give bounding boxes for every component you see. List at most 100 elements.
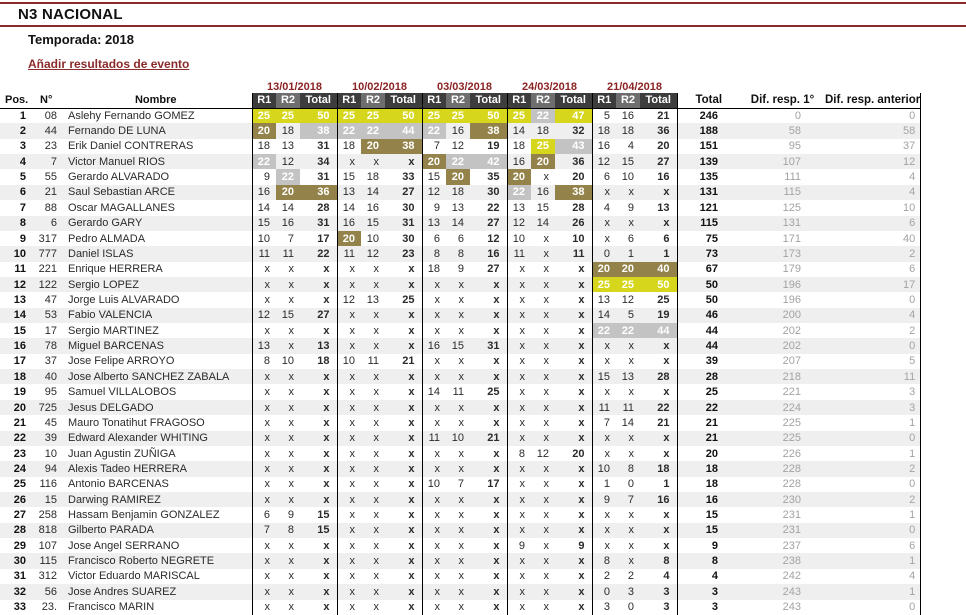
gap-to-first-cell: 115 [783,186,801,199]
driver-row: 11 221 Enrique HERRERA x x x x x x 18 9 27 x x x 20 20 40… [0,261,922,277]
event-total-cell: 50 [640,276,678,293]
r1-result-cell: 7 [591,415,616,431]
gap-to-first-cell: 231 [782,509,801,522]
r1-result-cell: 15 [336,169,361,185]
r1-result-cell: 14 [251,200,276,216]
driver-row: 14 53 Fabio VALENCIA 12 15 27 x x x x x x x x x 14 5 19 46… [0,307,922,324]
event-total-cell: x [555,507,593,523]
event-total-cell: 38 [555,184,593,201]
event-total-cell: 18 [640,461,678,477]
car-number-cell: 88 [44,201,57,214]
event-total-cell: x [470,307,508,324]
event-total-cell: x [300,491,338,508]
r2-result-cell: 7 [287,232,294,245]
driver-row: 32 56 Jose Andres SUAREZ x x x x x x x x x x x x 0 3 3 3 24… [0,584,922,600]
r1-result-cell: x [251,553,276,569]
r1-result-cell: x [336,553,361,569]
r1-result-cell: x [421,522,446,539]
driver-name-cell: Francisco MARIN [68,601,155,614]
gap-to-first-cell: 202 [782,324,801,337]
r2-header: R2 [276,93,300,109]
event-total-cell: x [640,353,678,370]
r2-result-cell: x [543,509,550,522]
event-total-cell: x [555,522,593,539]
driver-name-cell: Victor Manuel RIOS [68,155,166,168]
event-total-cell: 50 [300,108,338,124]
add-event-results-link[interactable]: Añadir resultados de evento [28,57,190,71]
event-total-cell: x [470,399,508,416]
gap-to-previous-cell: 4 [825,169,922,185]
gap-to-first-cell: 202 [782,340,801,353]
season-total-cell: 151 [699,140,718,153]
event-total-cell: x [385,491,423,508]
r1-result-cell: x [421,353,446,370]
r2-result-cell: 10 [451,432,464,445]
page-header: N3 NACIONAL Temporada: 2018 Añadir resul… [0,2,966,73]
event-total-cell: x [300,461,338,477]
r1-result-cell: x [421,276,446,293]
driver-row: 15 17 Sergio MARTINEZ x x x x x x x x x x x x 22 22 44 44 2… [0,323,922,339]
r2-result-cell: x [373,601,380,614]
r1-result-cell: 6 [251,507,276,523]
r1-result-cell: x [251,261,276,277]
position-cell: 10 [13,247,26,260]
r1-result-cell: 16 [591,138,616,155]
r1-result-cell: 13 [421,215,446,231]
r2-result-cell: 9 [627,201,634,214]
car-number-cell: 7 [50,155,57,168]
r2-result-cell: x [543,309,550,322]
event-date: 13/01/2018 [266,80,323,93]
event-total-cell: 17 [470,476,508,492]
event-date: 03/03/2018 [436,80,493,93]
season-total-cell: 18 [705,462,718,475]
r2-result-cell: x [288,432,295,445]
r2-result-cell: x [543,478,550,491]
r2-result-cell: x [543,570,550,583]
driver-name-cell: Jesus DELGADO [68,401,154,414]
r1-result-cell: x [336,538,361,554]
driver-name-cell: Oscar MAGALLANES [68,201,175,214]
r1-result-cell: x [251,384,276,400]
car-number-cell: 37 [44,355,57,368]
event-total-cell: 25 [640,292,678,308]
gap-to-previous-cell: 0 [825,292,922,308]
r2-result-cell: x [628,432,635,445]
position-cell: 33 [13,601,26,614]
title-underline-rule [0,25,966,27]
r2-result-cell: x [373,478,380,491]
gap-to-first-cell: 179 [782,263,801,276]
gap-to-previous-cell: 5 [825,353,922,370]
event-total-cell: 20 [640,138,678,155]
car-number-cell: 40 [44,370,57,383]
event-total-cell: x [555,568,593,585]
event-total-cell: 1 [640,246,678,262]
r1-header: R1 [506,93,531,109]
r1-result-cell: x [506,369,531,385]
r1-result-cell: x [591,384,616,400]
r1-result-cell: 0 [591,246,616,262]
r2-result-cell: x [373,524,380,537]
car-number-cell: 122 [38,278,57,291]
event-dates-row: 13/01/2018 10/02/2018 03/03/2018 24/03/2018… [0,80,921,93]
driver-name-cell: Sergio MARTINEZ [68,324,159,337]
gap-to-first-cell: 228 [782,462,801,475]
driver-row: 6 21 Saul Sebastian ARCE 16 20 36 13 14 27 12 18 30… [0,184,922,201]
event-total-cell: x [300,399,338,416]
r1-result-cell: 9 [506,538,531,554]
event-total-cell: 15 [300,507,338,523]
r2-result-cell: 9 [287,509,294,522]
car-number-cell: 23 [44,140,57,153]
r2-result-cell: x [458,447,465,460]
event-total-cell: 13 [640,200,678,216]
position-cell: 4 [19,155,26,168]
r1-result-cell: x [421,599,446,615]
event-total-cell: 22 [300,246,338,262]
r1-result-cell: 12 [506,215,531,231]
season-total-cell: 44 [705,324,718,337]
car-number-cell: 317 [38,232,57,245]
season-total-cell: 139 [699,155,718,168]
driver-name-cell: Erik Daniel CONTRERAS [68,140,194,153]
r1-result-cell: 7 [251,522,276,539]
event-total-cell: x [555,461,593,477]
event-total-cell: x [555,584,593,600]
